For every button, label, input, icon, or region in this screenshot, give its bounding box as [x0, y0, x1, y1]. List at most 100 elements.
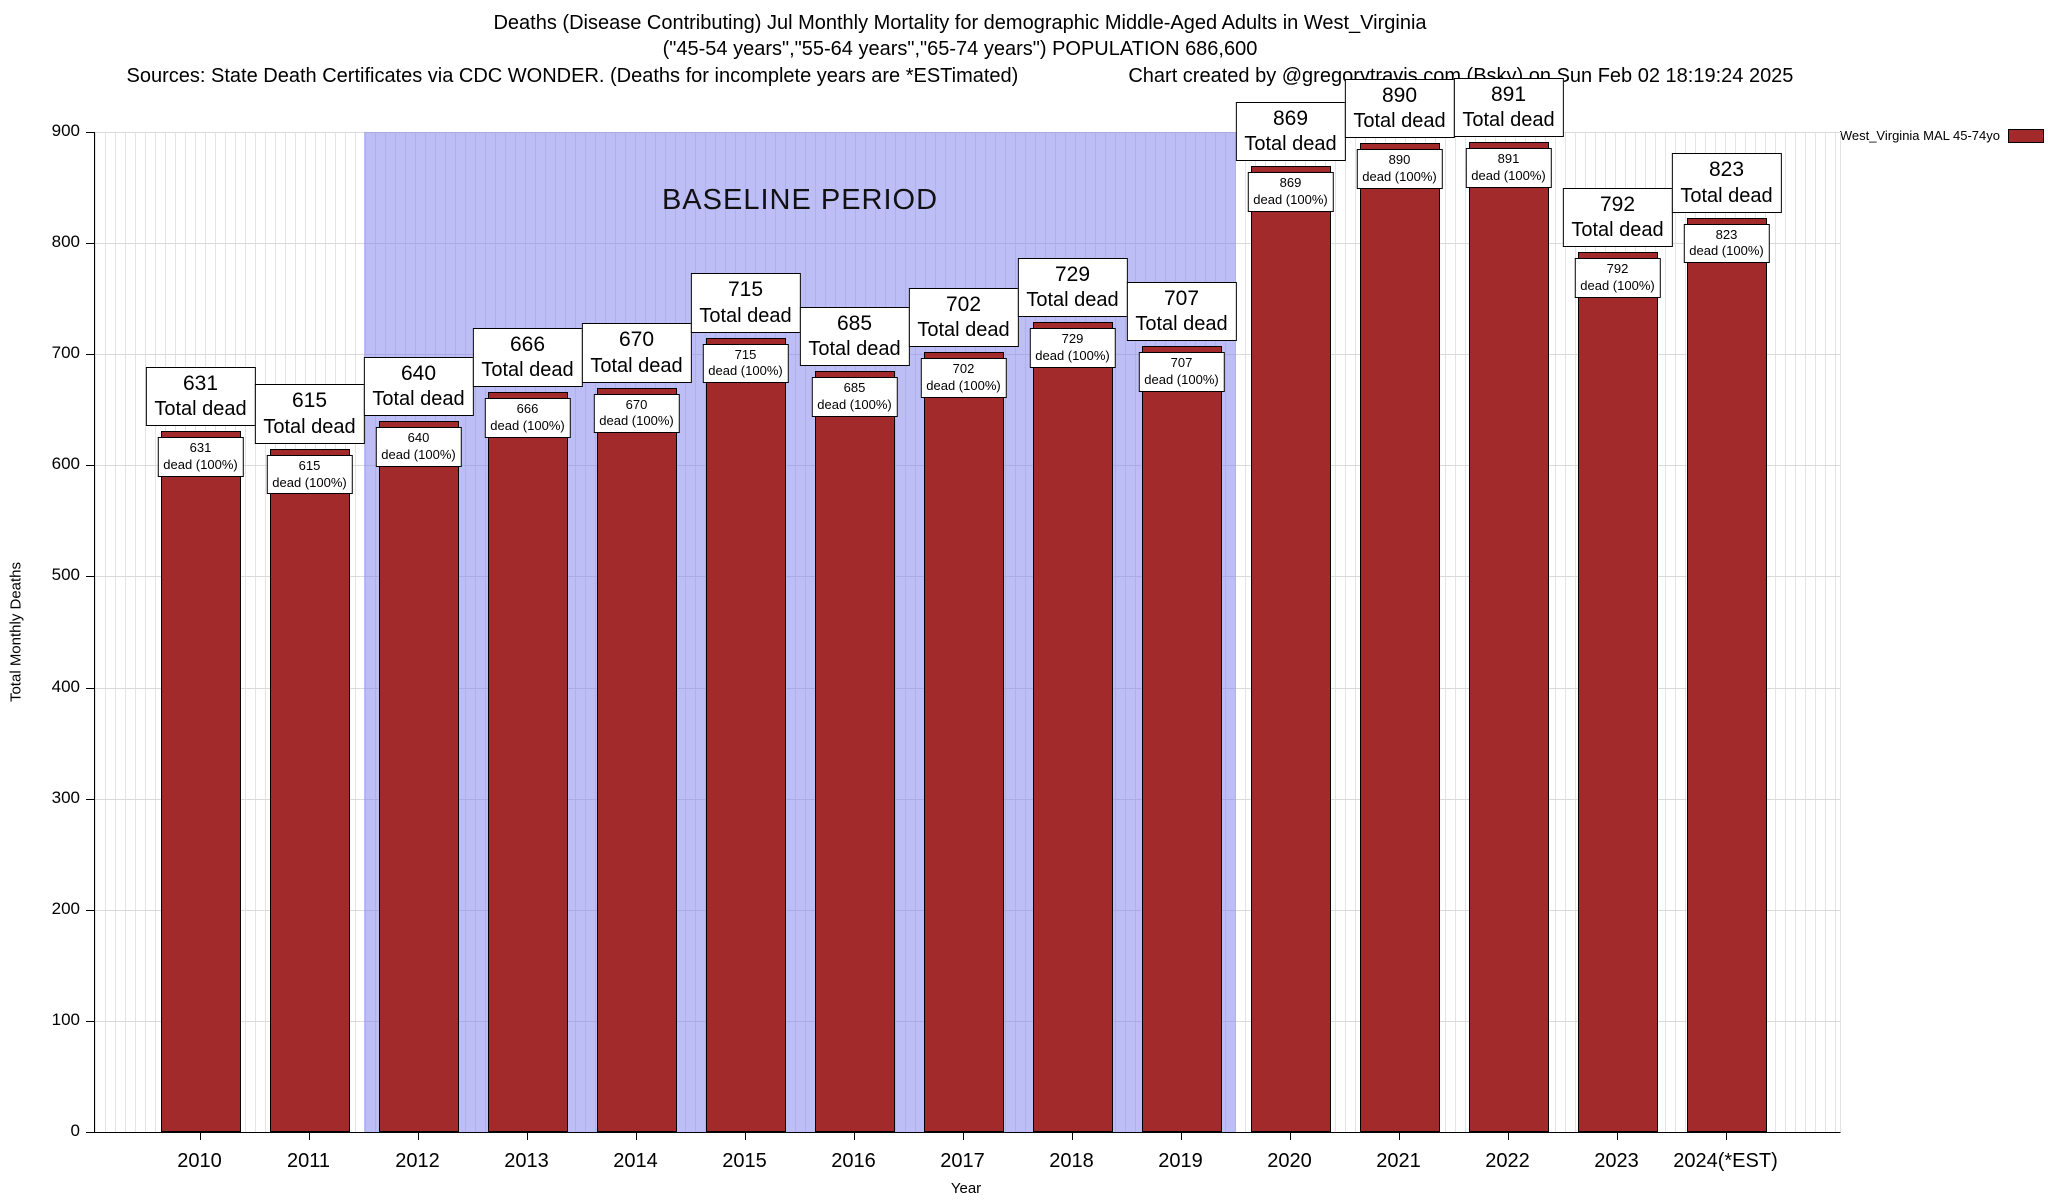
bar-total-label: 891 Total dead [1453, 77, 1564, 137]
bar-inner-label: 702 dead (100%) [920, 358, 1007, 398]
x-tick-mark [744, 1133, 746, 1140]
x-tick-label: 2016 [831, 1150, 876, 1172]
bar-2019 [1141, 346, 1222, 1132]
x-tick-mark [1507, 1133, 1509, 1140]
chart-titles: Deaths (Disease Contributing) Jul Monthl… [0, 10, 1920, 89]
bar-total-label: 707 Total dead [1126, 282, 1237, 342]
bar-total-label: 702 Total dead [908, 287, 1019, 347]
plot-area: BASELINE PERIOD 631 dead (100%) 631 Total d… [94, 77, 1841, 1133]
y-tick-label: 200 [51, 898, 80, 918]
x-tick-mark [1616, 1133, 1618, 1140]
x-tick-mark [526, 1133, 528, 1140]
x-tick-mark [635, 1133, 637, 1140]
bar-total-label: 631 Total dead [145, 366, 256, 426]
bar-inner-label: 666 dead (100%) [484, 398, 571, 438]
bar-inner-label: 685 dead (100%) [811, 376, 898, 417]
x-tick-label: 2014 [613, 1150, 658, 1172]
chart-title: Deaths (Disease Contributing) Jul Monthl… [493, 12, 1427, 34]
x-tick-label: 2013 [504, 1150, 549, 1172]
y-tick-mark [86, 1020, 94, 1022]
bar-inner-label: 640 dead (100%) [375, 426, 462, 467]
x-tick-label: 2022 [1485, 1150, 1530, 1172]
bar-inner-label: 792 dead (100%) [1574, 258, 1661, 298]
x-tick-label: 2023 [1594, 1150, 1639, 1172]
bar-inner-label: 670 dead (100%) [593, 393, 680, 434]
x-tick-label: 2021 [1376, 1150, 1421, 1172]
bar-inner-label: 707 dead (100%) [1138, 352, 1225, 393]
bar-total-label: 615 Total dead [254, 384, 365, 444]
chart-source-credit: Sources: State Death Certificates via CD… [0, 63, 1920, 89]
bar-total-label: 670 Total dead [581, 323, 692, 383]
bar-inner-label: 890 dead (100%) [1356, 149, 1443, 189]
y-tick-label: 800 [51, 232, 80, 252]
x-tick-label: 2011 [286, 1150, 331, 1172]
bar-total-label: 823 Total dead [1671, 153, 1782, 213]
x-axis-title: Year [950, 1180, 982, 1197]
bar-2018 [1032, 322, 1113, 1132]
bar-inner-label: 729 dead (100%) [1029, 328, 1116, 368]
chart-credit: Chart created by @gregorytravis.com (Bsk… [1128, 64, 1794, 87]
bar-2024(*EST) [1686, 217, 1767, 1132]
bar-2016 [814, 370, 895, 1132]
bar-inner-label: 869 dead (100%) [1247, 172, 1334, 213]
legend-label: West_Virginia MAL 45-74yo [1839, 128, 2000, 143]
y-tick-mark [86, 132, 94, 133]
y-tick-label: 900 [51, 121, 80, 140]
y-tick-label: 400 [51, 676, 80, 696]
x-tick-mark [1180, 1133, 1182, 1140]
y-tick-mark [86, 465, 94, 467]
x-tick-label: 2015 [722, 1150, 767, 1172]
x-tick-mark [199, 1133, 201, 1140]
bar-total-label: 640 Total dead [363, 356, 474, 416]
x-tick-label: 2010 [177, 1150, 222, 1172]
x-tick-label: 2012 [395, 1150, 440, 1172]
bar-inner-label: 891 dead (100%) [1465, 148, 1552, 188]
y-tick-label: 600 [51, 454, 80, 474]
y-tick-mark [86, 354, 94, 356]
bar-total-label: 729 Total dead [1017, 257, 1128, 317]
y-tick-mark [86, 798, 94, 800]
chart-source: Sources: State Death Certificates via CD… [126, 64, 1019, 87]
y-tick-mark [86, 576, 94, 578]
legend-swatch-icon [2008, 128, 2044, 143]
x-tick-mark [1725, 1133, 1727, 1140]
bar-inner-label: 823 dead (100%) [1683, 223, 1770, 264]
bar-2022 [1468, 142, 1549, 1132]
x-tick-mark [1289, 1133, 1291, 1140]
bar-2010 [160, 430, 241, 1132]
y-tick-mark [86, 1132, 94, 1133]
bar-2013 [487, 392, 568, 1132]
bar-total-label: 792 Total dead [1562, 187, 1673, 247]
chart-subtitle: ("45-54 years","55-64 years","65-74 year… [662, 38, 1258, 61]
x-tick-mark [853, 1133, 855, 1140]
y-tick-label: 700 [51, 343, 80, 363]
bar-2014 [596, 387, 677, 1132]
bar-inner-label: 715 dead (100%) [702, 343, 789, 384]
x-tick-mark [962, 1133, 964, 1140]
bar-total-label: 890 Total dead [1344, 78, 1455, 139]
x-tick-label: 2017 [940, 1150, 985, 1172]
bar-total-label: 715 Total dead [690, 273, 801, 333]
bar-total-label: 869 Total dead [1235, 102, 1346, 162]
x-tick-mark [1071, 1133, 1073, 1140]
y-tick-mark [86, 909, 94, 911]
bar-total-label: 666 Total dead [472, 327, 583, 387]
y-tick-label: 0 [70, 1121, 80, 1140]
x-tick-label: 2019 [1158, 1150, 1203, 1172]
x-tick-mark [308, 1133, 310, 1140]
bar-2015 [705, 337, 786, 1132]
bar-inner-label: 631 dead (100%) [157, 436, 244, 477]
y-tick-label: 300 [51, 787, 80, 807]
bar-2023 [1577, 252, 1658, 1132]
bar-2020 [1250, 166, 1331, 1132]
x-tick-label: 2024(*EST) [1673, 1150, 1778, 1172]
y-tick-label: 100 [51, 1009, 80, 1029]
bar-inner-label: 615 dead (100%) [266, 454, 353, 495]
y-tick-label: 500 [51, 565, 80, 585]
bar-2021 [1359, 143, 1440, 1132]
legend: West_Virginia MAL 45-74yo [1840, 128, 2044, 143]
x-tick-label: 2020 [1267, 1150, 1312, 1172]
bar-2017 [923, 352, 1004, 1132]
x-tick-mark [417, 1133, 419, 1140]
